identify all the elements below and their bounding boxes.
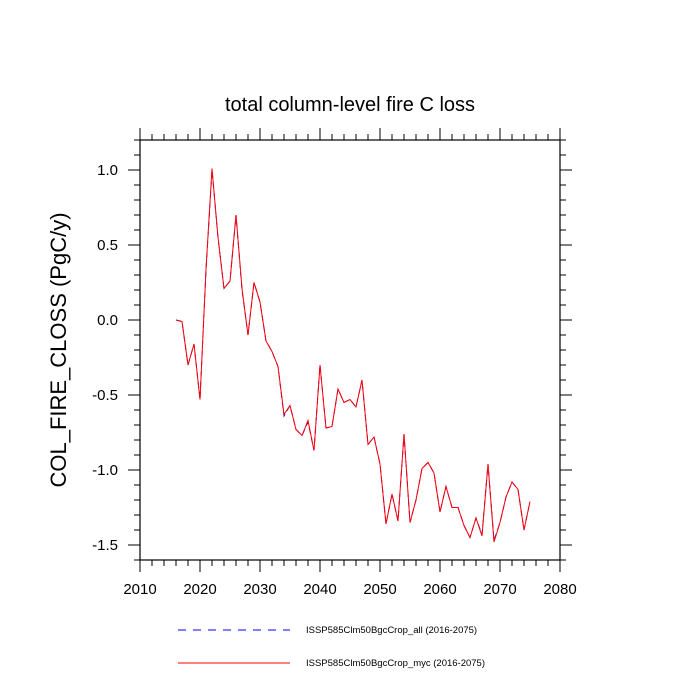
x-tick-label: 2050 (363, 581, 396, 598)
y-tick-label: -1.0 (92, 462, 118, 479)
y-tick-label: 0.5 (97, 237, 118, 254)
legend: ISSP585Clm50BgcCrop_all (2016-2075) ISSP5… (178, 625, 485, 669)
axis-ticks (128, 128, 572, 572)
series-line-2 (175, 168, 531, 543)
series-line-1 (175, 169, 531, 541)
series-layer (175, 168, 531, 543)
y-axis-label: COL_FIRE_CLOSS (PgC/y) (46, 212, 71, 487)
y-tick-label: 0.0 (97, 312, 118, 329)
x-tick-label: 2020 (183, 581, 216, 598)
y-tick-label: -0.5 (92, 387, 118, 404)
x-tick-label: 2080 (543, 581, 576, 598)
legend-label-2: ISSP585Clm50BgcCrop_myc (2016-2075) (306, 658, 485, 669)
tick-labels: 2010 2020 2030 2040 2050 2060 2070 2080 -1.5 -1.0… (92, 162, 577, 598)
y-tick-label: 1.0 (97, 162, 118, 179)
x-tick-label: 2060 (423, 581, 456, 598)
x-tick-label: 2010 (123, 581, 156, 598)
x-tick-label: 2070 (483, 581, 516, 598)
x-tick-label: 2030 (243, 581, 276, 598)
y-tick-label: -1.5 (92, 537, 118, 554)
chart-title: total column-level fire C loss (225, 94, 475, 116)
legend-label-1: ISSP585Clm50BgcCrop_all (2016-2075) (306, 625, 477, 636)
x-tick-label: 2040 (303, 581, 336, 598)
plot-frame (139, 139, 561, 561)
